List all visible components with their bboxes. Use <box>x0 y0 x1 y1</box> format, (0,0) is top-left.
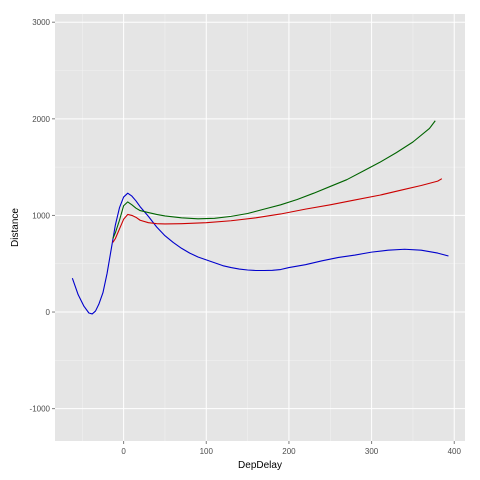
x-tick-label: 200 <box>282 447 296 456</box>
x-axis-ticks: 0 100 200 300 400 <box>121 441 461 456</box>
y-tick-label: -1000 <box>30 405 51 414</box>
y-tick-label: 3000 <box>32 18 50 27</box>
x-axis-title: DepDelay <box>238 460 282 471</box>
x-tick-label: 100 <box>200 447 214 456</box>
y-axis-ticks: -1000 0 1000 2000 3000 <box>30 18 55 414</box>
y-tick-label: 2000 <box>32 115 50 124</box>
x-tick-label: 400 <box>448 447 462 456</box>
x-tick-label: 300 <box>365 447 379 456</box>
series-line-3 <box>112 120 436 239</box>
series-layer <box>71 120 449 315</box>
series-line-1 <box>71 192 449 315</box>
x-tick-label: 0 <box>121 447 126 456</box>
plot-panel <box>55 14 465 441</box>
major-grid <box>55 14 465 441</box>
y-tick-label: 0 <box>46 308 51 317</box>
series-line-2 <box>112 178 443 243</box>
y-axis-title: Distance <box>10 208 21 247</box>
y-tick-label: 1000 <box>32 211 50 220</box>
